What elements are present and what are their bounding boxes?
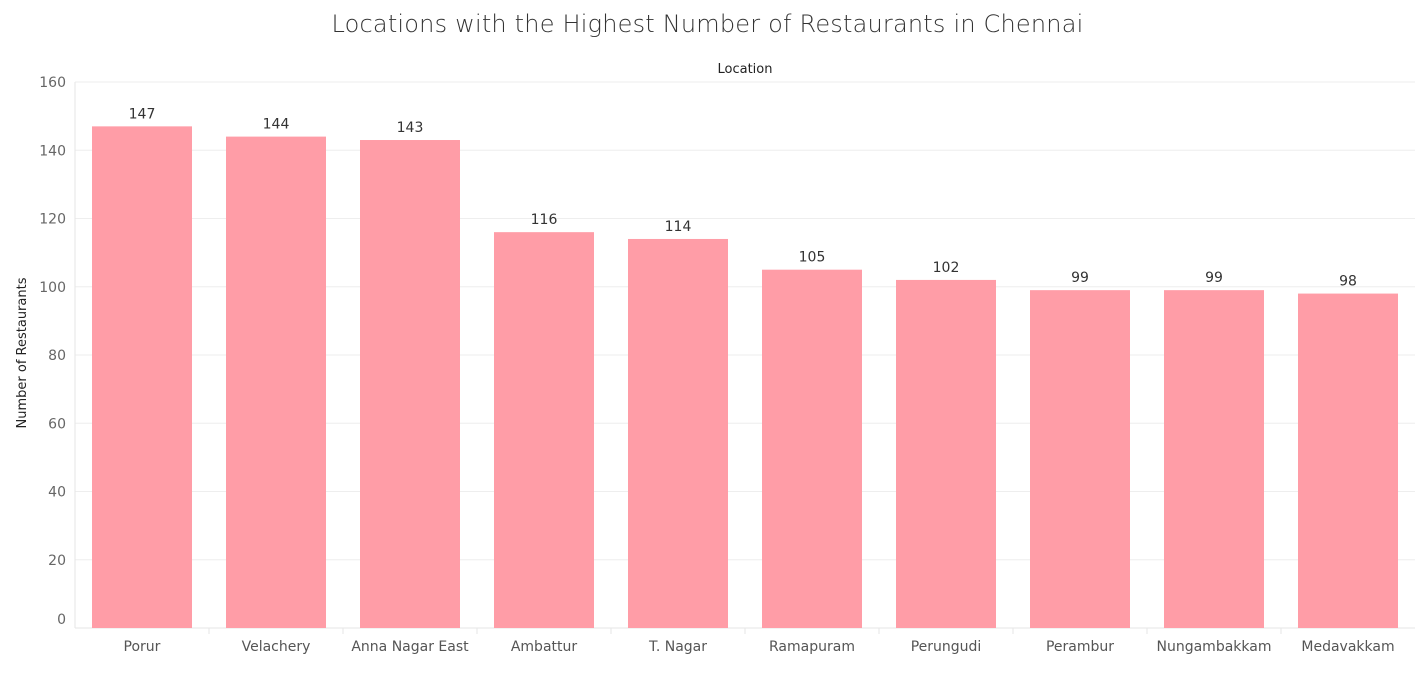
y-tick-label: 100 (39, 280, 66, 296)
x-tick-label: Ramapuram (769, 639, 855, 655)
bar (1030, 290, 1130, 628)
labels: Location Number of Restaurants 147 Porur 1… (15, 62, 1395, 655)
data-label: 147 (129, 106, 156, 122)
data-label: 116 (531, 212, 558, 228)
column-header: Location (718, 62, 773, 77)
x-tick-label: Ambattur (511, 639, 578, 655)
data-label: 143 (397, 120, 424, 136)
x-tick-label: Velachery (242, 639, 311, 655)
data-label: 105 (799, 250, 826, 266)
x-tick-label: Perambur (1046, 639, 1114, 655)
y-tick-label: 0 (57, 612, 66, 628)
x-tick-label: T. Nagar (648, 639, 707, 655)
y-tick-label: 80 (48, 348, 66, 364)
bars (92, 126, 1398, 629)
bar (92, 126, 192, 629)
x-tick-label: Nungambakkam (1157, 639, 1272, 655)
bar (762, 269, 862, 628)
y-tick-label: 120 (39, 212, 66, 228)
y-axis-title: Number of Restaurants (15, 277, 30, 428)
y-tick-label: 40 (48, 485, 66, 501)
bar (1164, 290, 1264, 628)
chart-title: Locations with the Highest Number of Res… (331, 10, 1084, 38)
y-tick-label: 60 (48, 416, 66, 432)
bar (494, 232, 594, 628)
bar (226, 136, 326, 628)
bar (360, 140, 460, 628)
y-tick-label: 160 (39, 75, 66, 91)
data-label: 98 (1339, 274, 1357, 290)
data-label: 99 (1071, 270, 1089, 286)
x-tick-label: Anna Nagar East (351, 639, 469, 655)
y-tick-label: 140 (39, 143, 66, 159)
data-label: 114 (665, 219, 692, 235)
bar (1298, 293, 1398, 628)
y-tick-label: 20 (48, 553, 66, 569)
data-label: 102 (933, 260, 960, 276)
data-label: 99 (1205, 270, 1223, 286)
x-tick-label: Porur (124, 639, 161, 655)
bar (896, 279, 996, 628)
x-tick-label: Medavakkam (1301, 639, 1394, 655)
x-tick-label: Perungudi (911, 639, 982, 655)
data-label: 144 (263, 117, 290, 133)
bar (628, 238, 728, 628)
